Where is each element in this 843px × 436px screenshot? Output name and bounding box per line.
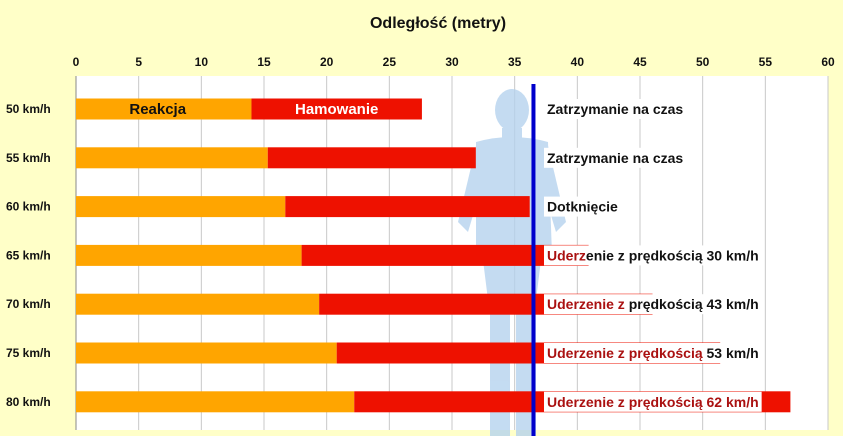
x-tick-label: 55 (759, 55, 773, 69)
x-tick-label: 5 (135, 55, 142, 69)
figure-neck (502, 128, 522, 140)
bar-hamowanie (267, 147, 476, 169)
x-tick-label: 50 (696, 55, 710, 69)
outcome-label: Zatrzymanie na czas (547, 150, 683, 166)
figure-torso (476, 137, 552, 255)
outcome-label-part: Zatrzymanie na czas (547, 150, 683, 166)
outcome-label-part: Uderz (547, 247, 586, 263)
outcome-label-part: prędkością 43 km/h (629, 296, 759, 312)
y-category-label: 70 km/h (6, 297, 51, 311)
bar-hamowanie (251, 98, 422, 120)
bar-reakcja (76, 196, 286, 218)
y-category-labels: 50 km/h 55 km/h 60 km/h 65 km/h 70 km/h 75 km… (6, 102, 51, 409)
x-tick-label: 60 (821, 55, 835, 69)
y-category-label: 80 km/h (6, 395, 51, 409)
figure-head (495, 89, 529, 131)
outcome-label-box (544, 294, 762, 315)
outcome-label: Uderzenie z prędkością 62 km/h (547, 394, 759, 410)
bar-reakcja (76, 342, 337, 364)
outcome-label-part: Uderzenie z prędkością 62 km/h (547, 394, 759, 410)
x-tick-labels: 0 5 10 15 20 25 30 35 40 45 50 55 60 (73, 55, 835, 69)
x-tick-label: 45 (633, 55, 647, 69)
bar-reakcja (76, 391, 355, 413)
outcome-label: Dotknięcie (547, 199, 618, 215)
outcome-label-part: Uderzenie z prędkością (547, 345, 703, 361)
y-category-label: 65 km/h (6, 248, 51, 262)
bar-reakcja (76, 293, 320, 315)
series-label-reakcja: Reakcja (129, 101, 186, 118)
x-axis-title: Odległość (metry) (370, 15, 506, 32)
outcome-label-part: Uderzenie z (547, 296, 629, 312)
bar-reakcja (76, 98, 252, 120)
outcome-label-box (544, 245, 762, 266)
outcome-label-box (544, 147, 687, 168)
outcome-label-part: Zatrzymanie na czas (547, 101, 683, 117)
outcome-labels: Zatrzymanie na czas Zatrzymanie na czas Do… (544, 99, 762, 412)
outcome-label-box (544, 343, 762, 363)
series-label-hamowanie: Hamowanie (295, 101, 378, 118)
y-category-label: 55 km/h (6, 151, 51, 165)
x-tick-label: 15 (257, 55, 271, 69)
outcome-label: Uderzenie z prędkością 43 km/h (547, 296, 759, 312)
outcome-label: Zatrzymanie na czas (547, 101, 683, 117)
y-category-label: 50 km/h (6, 102, 51, 116)
outcome-label-box (544, 99, 687, 119)
y-category-label: 75 km/h (6, 346, 51, 360)
outcome-label: Uderzenie z prędkością 53 km/h (547, 345, 759, 361)
x-tick-label: 40 (571, 55, 585, 69)
figure-left-leg (490, 298, 510, 436)
outcome-label-box (544, 196, 622, 217)
x-tick-label: 0 (73, 55, 80, 69)
bar-hamowanie (301, 244, 589, 266)
bar-reakcja (76, 244, 302, 266)
x-tick-label: 25 (383, 55, 397, 69)
outcome-label-box (544, 391, 762, 412)
x-tick-label: 20 (320, 55, 334, 69)
x-tick-label: 10 (195, 55, 209, 69)
x-tick-label: 30 (445, 55, 459, 69)
outcome-label-part: Dotknięcie (547, 199, 618, 215)
outcome-label-part: enie z prędkością 30 km/h (586, 247, 759, 263)
y-category-label: 60 km/h (6, 200, 51, 214)
outcome-label-part: 53 km/h (703, 345, 759, 361)
bar-reakcja (76, 147, 268, 169)
outcome-label: Uderzenie z prędkością 30 km/h (547, 247, 759, 263)
x-tick-label: 35 (508, 55, 522, 69)
bar-hamowanie (285, 196, 530, 218)
